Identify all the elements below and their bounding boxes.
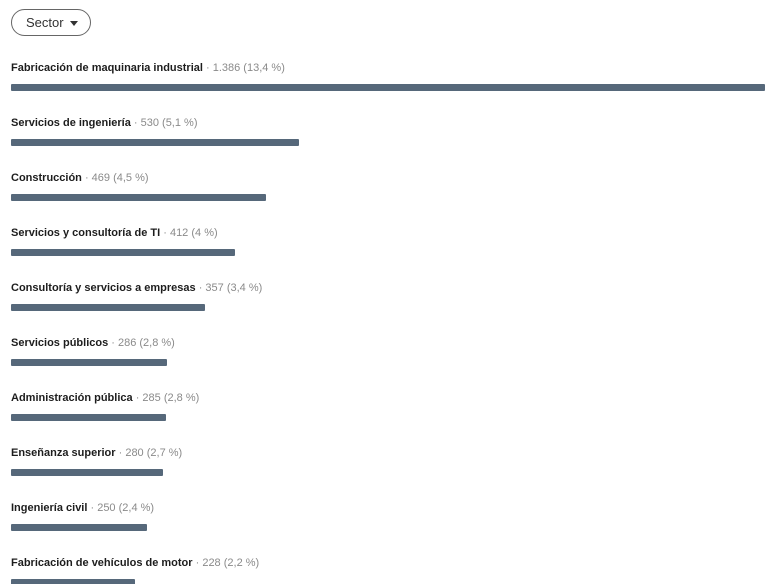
sector-bar xyxy=(11,469,163,476)
sector-row-label: Servicios de ingeniería · 530 (5,1 %) xyxy=(11,117,765,130)
sector-bar-track xyxy=(11,414,765,421)
sector-stat: · 228 (2,2 %) xyxy=(192,557,260,569)
sector-row-label: Ingeniería civil · 250 (2,4 %) xyxy=(11,502,765,515)
sector-row: Servicios públicos · 286 (2,8 %) xyxy=(11,337,765,392)
sector-stat: · 412 (4 %) xyxy=(160,227,218,239)
sector-row: Fabricación de vehículos de motor · 228 … xyxy=(11,557,765,584)
sector-bar xyxy=(11,249,235,256)
sector-bar-track xyxy=(11,579,765,584)
sector-row-label: Enseñanza superior · 280 (2,7 %) xyxy=(11,447,765,460)
sector-bar xyxy=(11,414,166,421)
sector-name: Administración pública xyxy=(11,392,133,404)
sector-stat: · 469 (4,5 %) xyxy=(81,172,149,184)
sector-row: Ingeniería civil · 250 (2,4 %) xyxy=(11,502,765,557)
sector-bar-track xyxy=(11,304,765,311)
sector-name: Construcción xyxy=(11,172,82,184)
sector-name: Fabricación de maquinaria industrial xyxy=(11,62,203,74)
sector-bar-track xyxy=(11,524,765,531)
sector-name: Enseñanza superior xyxy=(11,447,116,459)
sector-bar xyxy=(11,579,135,584)
sector-name: Servicios públicos xyxy=(11,337,109,349)
sector-name: Servicios de ingeniería xyxy=(11,117,131,129)
sector-stat: · 286 (2,8 %) xyxy=(108,337,175,349)
sector-bar xyxy=(11,139,299,146)
sector-row-label: Administración pública · 285 (2,8 %) xyxy=(11,392,765,405)
sector-bar xyxy=(11,359,167,366)
sector-row: Fabricación de maquinaria industrial · 1… xyxy=(11,62,765,117)
sector-row: Servicios de ingeniería · 530 (5,1 %) xyxy=(11,117,765,172)
sector-bar-track xyxy=(11,359,765,366)
sector-row-label: Fabricación de vehículos de motor · 228 … xyxy=(11,557,765,570)
sector-bar-track xyxy=(11,84,765,91)
sector-stat: · 357 (3,4 %) xyxy=(195,282,263,294)
sector-bar-track xyxy=(11,194,765,201)
sector-row-label: Construcción · 469 (4,5 %) xyxy=(11,172,765,185)
sector-bar xyxy=(11,84,765,91)
sector-row-label: Servicios públicos · 286 (2,8 %) xyxy=(11,337,765,350)
sector-filter-label: Sector xyxy=(26,15,64,30)
sector-bar-track xyxy=(11,139,765,146)
sector-stat: · 530 (5,1 %) xyxy=(130,117,198,129)
sector-name: Fabricación de vehículos de motor xyxy=(11,557,193,569)
sector-row-label: Fabricación de maquinaria industrial · 1… xyxy=(11,62,765,75)
sector-stat: · 280 (2,7 %) xyxy=(115,447,183,459)
sector-bar xyxy=(11,194,266,201)
sector-bar-list: Fabricación de maquinaria industrial · 1… xyxy=(11,62,765,584)
caret-down-icon xyxy=(69,20,78,26)
sector-filter-dropdown[interactable]: Sector xyxy=(11,9,91,36)
sector-row: Construcción · 469 (4,5 %) xyxy=(11,172,765,227)
sector-name: Servicios y consultoría de TI xyxy=(11,227,161,239)
sector-row: Servicios y consultoría de TI · 412 (4 %… xyxy=(11,227,765,282)
sector-stat: · 285 (2,8 %) xyxy=(132,392,200,404)
sector-name: Ingeniería civil xyxy=(11,502,88,514)
sector-row-label: Consultoría y servicios a empresas · 357… xyxy=(11,282,765,295)
sector-row: Enseñanza superior · 280 (2,7 %) xyxy=(11,447,765,502)
sector-row-label: Servicios y consultoría de TI · 412 (4 %… xyxy=(11,227,765,240)
sector-bar xyxy=(11,524,147,531)
sector-bar xyxy=(11,304,205,311)
sector-row: Consultoría y servicios a empresas · 357… xyxy=(11,282,765,337)
sector-name: Consultoría y servicios a empresas xyxy=(11,282,196,294)
sector-bar-track xyxy=(11,469,765,476)
sector-stat: · 250 (2,4 %) xyxy=(87,502,155,514)
sector-row: Administración pública · 285 (2,8 %) xyxy=(11,392,765,447)
sector-bar-track xyxy=(11,249,765,256)
sector-stat: · 1.386 (13,4 %) xyxy=(202,62,285,74)
